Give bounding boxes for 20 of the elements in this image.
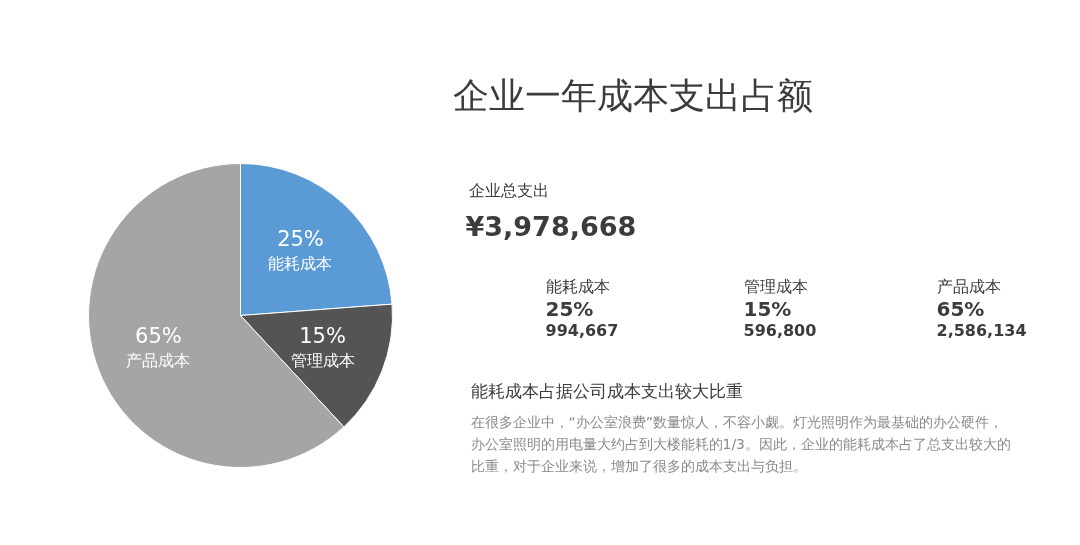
text: 596,800 [743, 320, 817, 340]
text: 企业一年成本支出占额 [452, 75, 813, 116]
text: 994,667 [545, 320, 619, 340]
text: 65% [936, 296, 985, 321]
slice-label: 能耗成本 [268, 254, 333, 274]
text: 15% [743, 296, 792, 321]
slice-label: 管理成本 [290, 351, 355, 371]
text: ¥3,978,668 [465, 211, 637, 242]
text: 25% [545, 296, 594, 321]
data-label: 15% [299, 323, 346, 348]
text: 企业总支出 [468, 181, 549, 200]
category-label: 管理成本 [743, 277, 808, 296]
text: 2,586,134 [936, 320, 1027, 340]
text: 在很多企业中，“办公室浪费”数量惊人，不容小觑。灯光照明作为最基础的办公硬件，办公室照明的用电量大约占到大楼能耗的1/3。因此，企业的能耗成本占了总支出较大的比重，对于企业来说，增加了很多的成本支出与负担。 [470, 413, 1012, 474]
slice-label: 产品成本 [126, 351, 191, 371]
category-label: 能耗成本 [545, 277, 610, 296]
data-label: 25% [277, 226, 324, 251]
data-label: 65% [135, 323, 182, 348]
text: 能耗成本占据公司成本支出较大比重 [470, 380, 743, 401]
category-label: 产品成本 [936, 277, 1001, 296]
